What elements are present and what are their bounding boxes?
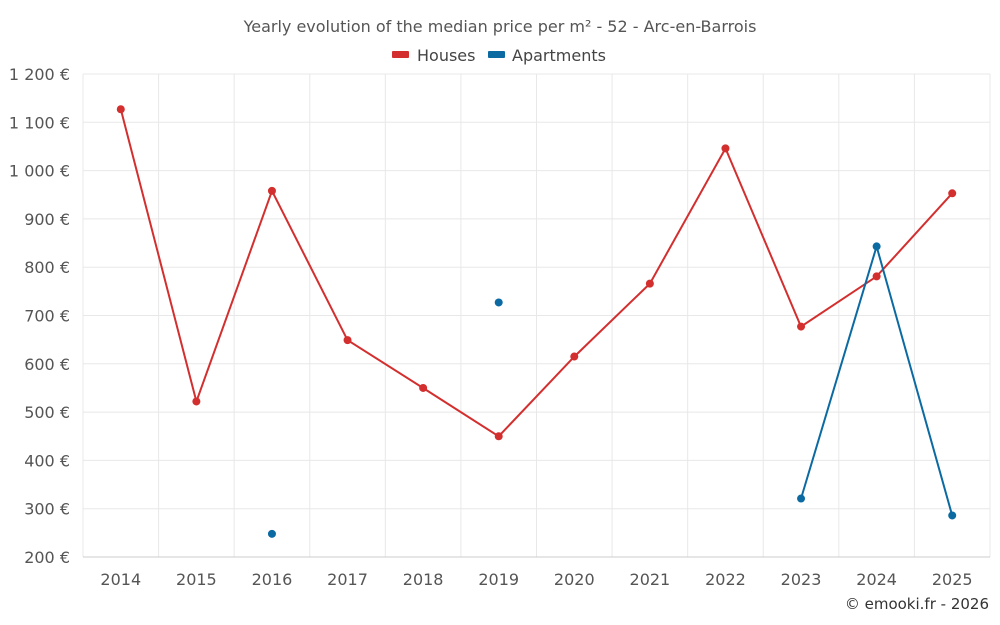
y-tick-label: 1 100 € (9, 113, 70, 132)
y-tick-label: 400 € (24, 451, 70, 470)
data-point-houses[interactable] (872, 272, 881, 281)
x-tick-label: 2025 (932, 570, 973, 589)
chart-title: Yearly evolution of the median price per… (243, 17, 757, 36)
data-point-apartments[interactable] (872, 242, 881, 251)
y-tick-label: 800 € (24, 258, 70, 277)
data-point-apartments[interactable] (494, 298, 503, 307)
y-tick-label: 300 € (24, 500, 70, 519)
grid (82, 73, 991, 558)
x-tick-label: 2023 (781, 570, 822, 589)
data-point-houses[interactable] (645, 279, 654, 288)
data-point-houses[interactable] (570, 352, 579, 361)
y-axis: 200 € 300 € 400 € 500 € 600 € 700 € 800 € 900 €… (9, 65, 70, 567)
data-point-houses[interactable] (797, 322, 806, 331)
plot-area (116, 105, 957, 538)
data-point-houses[interactable] (116, 105, 125, 114)
x-tick-label: 2014 (100, 570, 141, 589)
x-tick-label: 2024 (856, 570, 897, 589)
chart-credit: © emooki.fr - 2026 (845, 595, 989, 613)
x-tick-label: 2019 (478, 570, 519, 589)
x-tick-label: 2022 (705, 570, 746, 589)
x-tick-label: 2015 (176, 570, 217, 589)
legend-swatch-houses[interactable] (392, 51, 409, 58)
y-tick-label: 700 € (24, 307, 70, 326)
y-tick-label: 600 € (24, 355, 70, 374)
y-tick-label: 200 € (24, 548, 70, 567)
legend-label-houses[interactable]: Houses (417, 46, 475, 65)
x-tick-label: 2020 (554, 570, 595, 589)
legend-label-apartments[interactable]: Apartments (512, 46, 606, 65)
data-point-houses[interactable] (343, 336, 352, 345)
data-point-apartments[interactable] (797, 494, 806, 503)
y-tick-label: 500 € (24, 403, 70, 422)
x-tick-label: 2016 (252, 570, 293, 589)
x-axis: 2014 2015 2016 2017 2018 2019 2020 2021 2022 2023… (100, 570, 972, 589)
data-point-houses[interactable] (419, 383, 428, 392)
legend: Houses Apartments (392, 46, 606, 65)
x-tick-label: 2021 (630, 570, 671, 589)
data-point-houses[interactable] (192, 397, 201, 406)
series-line-apartments (800, 242, 954, 516)
series-line-houses (119, 109, 953, 438)
x-tick-label: 2018 (403, 570, 444, 589)
data-point-houses[interactable] (721, 144, 730, 153)
legend-swatch-apartments[interactable] (488, 51, 505, 58)
y-tick-label: 1 000 € (9, 162, 70, 181)
data-point-apartments[interactable] (948, 511, 957, 520)
x-tick-label: 2017 (327, 570, 368, 589)
data-point-apartments[interactable] (267, 529, 276, 538)
data-point-houses[interactable] (494, 432, 503, 441)
y-tick-label: 1 200 € (9, 65, 70, 84)
data-point-houses[interactable] (267, 186, 276, 195)
y-tick-label: 900 € (24, 210, 70, 229)
data-point-houses[interactable] (948, 189, 957, 198)
